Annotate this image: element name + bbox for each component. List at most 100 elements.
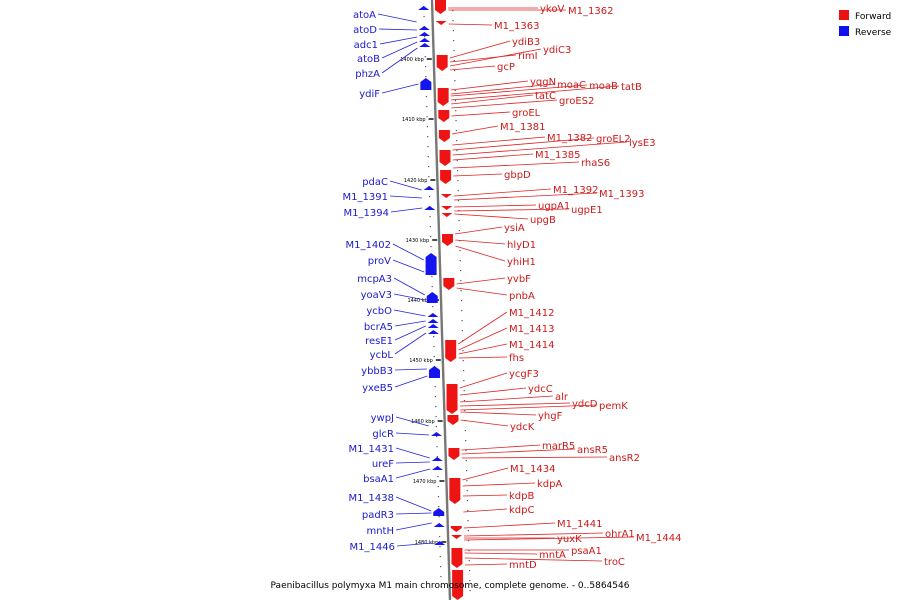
axis-dot (436, 446, 438, 448)
forward-gene-label-m1-1393: M1_1393 (599, 189, 644, 200)
forward-gene-feature (435, 0, 446, 14)
forward-gene-label-yqgn: yqgN (530, 77, 556, 88)
reverse-gene-leader (395, 416, 429, 427)
axis-dot (468, 550, 470, 552)
forward-gene-label-m1-1362: M1_1362 (568, 6, 613, 17)
forward-gene-leader (459, 387, 527, 396)
reverse-gene-label-padr3: padR3 (362, 510, 394, 521)
forward-gene-feature (445, 340, 457, 362)
forward-gene-leader (453, 188, 552, 197)
forward-gene-feature (447, 415, 459, 425)
reverse-gene-feature (428, 366, 440, 378)
axis-dot (462, 340, 464, 342)
forward-gene-leader (463, 522, 556, 529)
axis-dot (425, 76, 427, 78)
forward-gene-label-psaa1: psaA1 (571, 546, 602, 557)
forward-gene-label-groes2: groES2 (559, 96, 594, 107)
reverse-gene-leader (394, 320, 426, 327)
axis-dot (436, 456, 438, 458)
forward-gene-label-yvbf: yvbF (507, 274, 531, 285)
forward-gene-leader (464, 536, 635, 541)
reverse-gene-label-mnth: mntH (366, 526, 394, 537)
axis-dot (457, 200, 460, 202)
scale-label: 1460 kbp (411, 419, 435, 425)
axis-dot (427, 166, 430, 168)
axis-dot (439, 546, 441, 548)
axis-dot (440, 576, 442, 578)
forward-gene-label-ydib3: ydiB3 (512, 37, 540, 48)
axis-dot (454, 90, 456, 92)
reverse-gene-label-m1-1446: M1_1446 (350, 542, 395, 553)
forward-gene-leader (458, 343, 508, 355)
axis-dot (465, 460, 467, 462)
forward-gene-leader (452, 153, 534, 161)
reverse-gene-label-ycbo: ycbO (366, 306, 392, 317)
forward-gene-label-m1-1392: M1_1392 (553, 185, 598, 196)
axis-dot (436, 436, 438, 438)
axis-dot (430, 236, 432, 238)
forward-gene-leader (451, 94, 534, 105)
forward-gene-label-alr: alr (555, 392, 569, 403)
axis-dot (424, 36, 426, 38)
reverse-gene-leader (394, 368, 428, 371)
forward-gene-leader (449, 48, 542, 67)
reverse-gene-label-adc1: adc1 (354, 40, 378, 51)
forward-gene-feature (440, 170, 452, 184)
reverse-gene-feature (418, 32, 430, 36)
forward-gene-label-ansr2: ansR2 (609, 453, 640, 464)
forward-gene-feature (448, 448, 460, 460)
reverse-gene-label-mcpa3: mcpA3 (357, 274, 392, 285)
forward-gene-feature (449, 478, 461, 504)
axis-dot (437, 496, 440, 498)
axis-dot (440, 586, 442, 588)
axis-dot (460, 290, 462, 292)
forward-gene-label-m1-1363: M1_1363 (494, 21, 539, 32)
forward-gene-leader (461, 448, 576, 455)
forward-gene-label-yhih1: yhiH1 (507, 257, 536, 268)
scale-label: 1450 kbp (409, 358, 433, 364)
axis-dot (452, 10, 454, 12)
reverse-gene-leader (393, 293, 426, 301)
reverse-gene-leader (393, 309, 426, 317)
forward-gene-leader (460, 404, 598, 411)
forward-gene-feature (438, 130, 450, 142)
axis-dot (463, 390, 465, 392)
reverse-gene-feature (427, 313, 439, 317)
axis-dot (435, 426, 437, 428)
forward-gene-feature (439, 150, 451, 166)
axis-dot (427, 146, 429, 148)
axis-dot (465, 470, 468, 472)
axis-dot (439, 556, 441, 558)
forward-gene-label-kdpb: kdpB (509, 491, 534, 502)
reverse-gene-label-atod: atoD (353, 25, 377, 36)
reverse-gene-label-m1-1402: M1_1402 (346, 240, 391, 251)
forward-gene-label-moab: moaB (589, 81, 618, 92)
forward-gene-leader (455, 239, 506, 245)
reverse-gene-leader (378, 28, 417, 31)
forward-gene-leader (458, 356, 508, 359)
reverse-gene-leader (395, 468, 431, 479)
axis-dot (435, 406, 437, 408)
legend-forward-label: Forward (855, 12, 891, 22)
forward-gene-label-m1-1414: M1_1414 (509, 340, 554, 351)
forward-gene-feature (446, 384, 458, 414)
forward-gene-leader (460, 419, 509, 427)
reverse-gene-leader (379, 36, 418, 45)
reverse-gene-feature (431, 466, 443, 470)
reverse-gene-feature (434, 541, 446, 545)
forward-gene-feature (441, 213, 453, 217)
axis-dot (459, 260, 461, 262)
forward-gene-leader (448, 23, 493, 26)
axis-dot (460, 300, 463, 302)
forward-gene-label-mnta: mntA (539, 550, 566, 561)
forward-gene-leader (455, 245, 506, 262)
forward-gene-label-gcp: gcP (497, 62, 515, 73)
forward-gene-label-ydck: ydcK (510, 422, 535, 433)
forward-gene-leader (454, 208, 570, 212)
reverse-gene-label-m1-1438: M1_1438 (349, 493, 394, 504)
forward-gene-label-m1-1381: M1_1381 (500, 122, 545, 133)
forward-gene-leader (453, 161, 580, 169)
axis-dot (453, 50, 455, 52)
reverse-gene-label-ywpj: ywpJ (371, 413, 394, 424)
genome-caption: Paenibacillus polymyxa M1 main chromosom… (271, 581, 630, 591)
